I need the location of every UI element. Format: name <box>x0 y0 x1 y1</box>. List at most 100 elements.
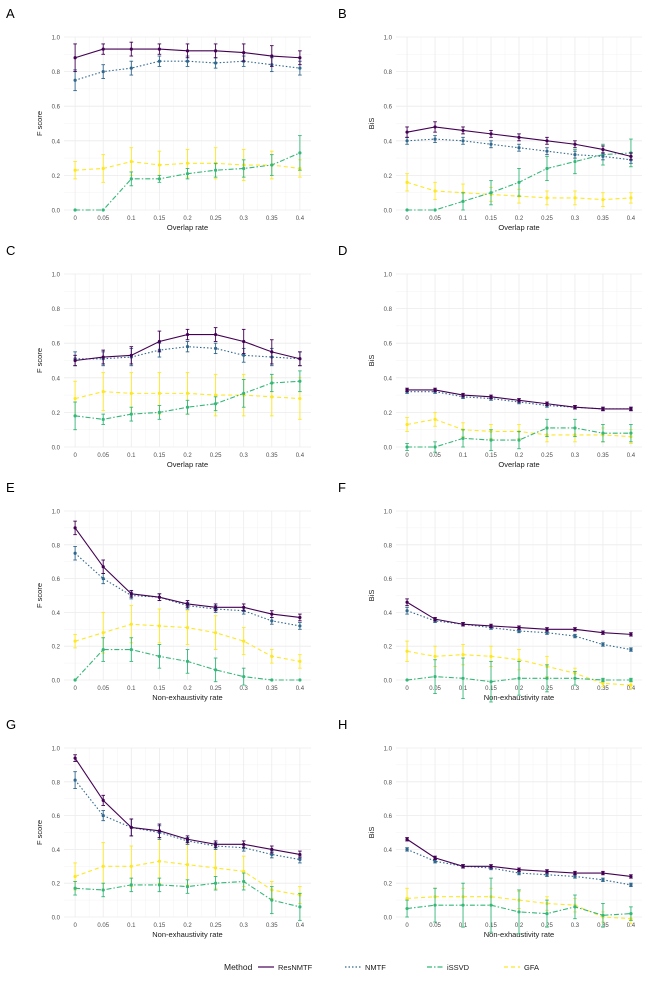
x-axis-label: Overlap rate <box>498 223 539 232</box>
data-point <box>433 654 437 658</box>
x-tick-label: 0.1 <box>127 923 136 929</box>
data-point <box>517 629 521 633</box>
y-tick-label: 0.8 <box>52 543 61 549</box>
data-point <box>629 912 633 916</box>
y-tick-label: 0.4 <box>384 376 393 382</box>
data-point <box>461 436 465 440</box>
data-point <box>129 353 133 357</box>
x-tick-label: 0.05 <box>97 453 109 459</box>
x-tick-label: 0.4 <box>627 453 636 459</box>
x-tick-label: 0 <box>405 216 409 222</box>
data-point <box>461 622 465 626</box>
x-tick-label: 0.3 <box>240 453 249 459</box>
x-tick-label: 0.35 <box>597 216 609 222</box>
data-point <box>242 353 246 357</box>
x-tick-label: 0.4 <box>627 216 636 222</box>
y-tick-label: 0.0 <box>384 916 393 922</box>
data-point <box>73 396 77 401</box>
x-tick-label: 0.4 <box>296 453 305 459</box>
data-point <box>270 350 274 354</box>
series-iSSVD <box>73 135 302 212</box>
data-point <box>545 869 549 873</box>
data-point <box>629 431 633 435</box>
data-point <box>405 678 409 682</box>
y-tick-label: 0.2 <box>384 882 393 888</box>
x-tick-label: 0.3 <box>240 923 249 929</box>
x-tick-label: 0.35 <box>266 923 278 929</box>
data-point <box>298 66 302 70</box>
data-point <box>157 883 162 887</box>
y-tick-label: 0.8 <box>384 307 393 313</box>
data-point <box>545 631 549 635</box>
data-point <box>213 402 218 406</box>
data-point <box>405 208 409 212</box>
data-point <box>213 61 218 65</box>
data-point <box>405 837 409 841</box>
data-point <box>433 856 437 860</box>
data-point <box>405 388 409 392</box>
x-tick-label: 0.3 <box>571 453 580 459</box>
data-point <box>129 159 133 164</box>
x-tick-label: 0 <box>73 686 77 692</box>
data-point <box>489 438 493 442</box>
x-tick-label: 0.05 <box>97 216 109 222</box>
legend-item-iSSVD: iSSVD <box>427 963 470 972</box>
data-point <box>433 445 437 449</box>
data-point <box>270 678 274 682</box>
x-tick-label: 0.1 <box>127 453 136 459</box>
data-point <box>157 654 162 658</box>
x-tick-label: 0 <box>405 453 409 459</box>
data-point <box>298 379 302 383</box>
panel-B: B 0.0 0.2 0.4 0.6 0.8 1.0 0 0.05 0.1 0.15 0.2 0.25 0.… <box>338 6 642 232</box>
data-point <box>433 675 437 679</box>
data-point <box>601 198 605 202</box>
data-point <box>601 913 605 917</box>
data-point <box>101 864 105 868</box>
x-tick-label: 0 <box>73 453 77 459</box>
y-tick-label: 0.4 <box>384 848 393 854</box>
x-tick-label: 0.1 <box>127 216 136 222</box>
x-axis-label: Non-exhaustivity rate <box>152 693 222 702</box>
y-tick-label: 0.6 <box>384 577 393 583</box>
x-tick-label: 0.05 <box>429 216 441 222</box>
series-ResNMTF <box>73 754 302 859</box>
data-point <box>298 357 302 361</box>
panel-letter: D <box>338 243 347 258</box>
data-point <box>298 678 302 682</box>
data-point <box>185 863 190 867</box>
x-tick-label: 0.1 <box>127 686 136 692</box>
data-point <box>601 878 605 882</box>
data-point <box>601 147 605 152</box>
data-point <box>629 874 633 879</box>
x-tick-label: 0.4 <box>296 686 305 692</box>
data-point <box>185 405 190 409</box>
data-point <box>213 631 218 635</box>
data-point <box>101 47 105 51</box>
data-point <box>405 906 409 911</box>
data-point <box>213 605 218 609</box>
x-tick-label: 0.2 <box>183 453 192 459</box>
y-tick-label: 0.6 <box>52 342 61 348</box>
data-point <box>573 634 577 638</box>
y-axis-label: BiS <box>367 355 376 367</box>
series-line <box>74 60 300 81</box>
y-tick-label: 0.0 <box>52 916 61 922</box>
data-point <box>517 658 521 662</box>
data-point <box>242 879 246 884</box>
data-point <box>517 626 521 630</box>
data-point <box>242 675 246 679</box>
y-tick-label: 0.6 <box>384 814 393 820</box>
data-point <box>129 177 133 181</box>
data-point <box>270 847 274 852</box>
panel-letter: G <box>6 717 16 732</box>
data-point <box>601 631 605 635</box>
x-tick-label: 0 <box>73 216 77 222</box>
legend-label: NMTF <box>365 963 386 972</box>
y-tick-label: 1.0 <box>52 510 61 516</box>
data-point <box>601 681 605 685</box>
x-tick-label: 0.4 <box>627 923 636 929</box>
data-point <box>213 842 218 846</box>
data-point <box>157 624 162 628</box>
data-point <box>517 871 521 875</box>
data-point <box>629 154 633 158</box>
